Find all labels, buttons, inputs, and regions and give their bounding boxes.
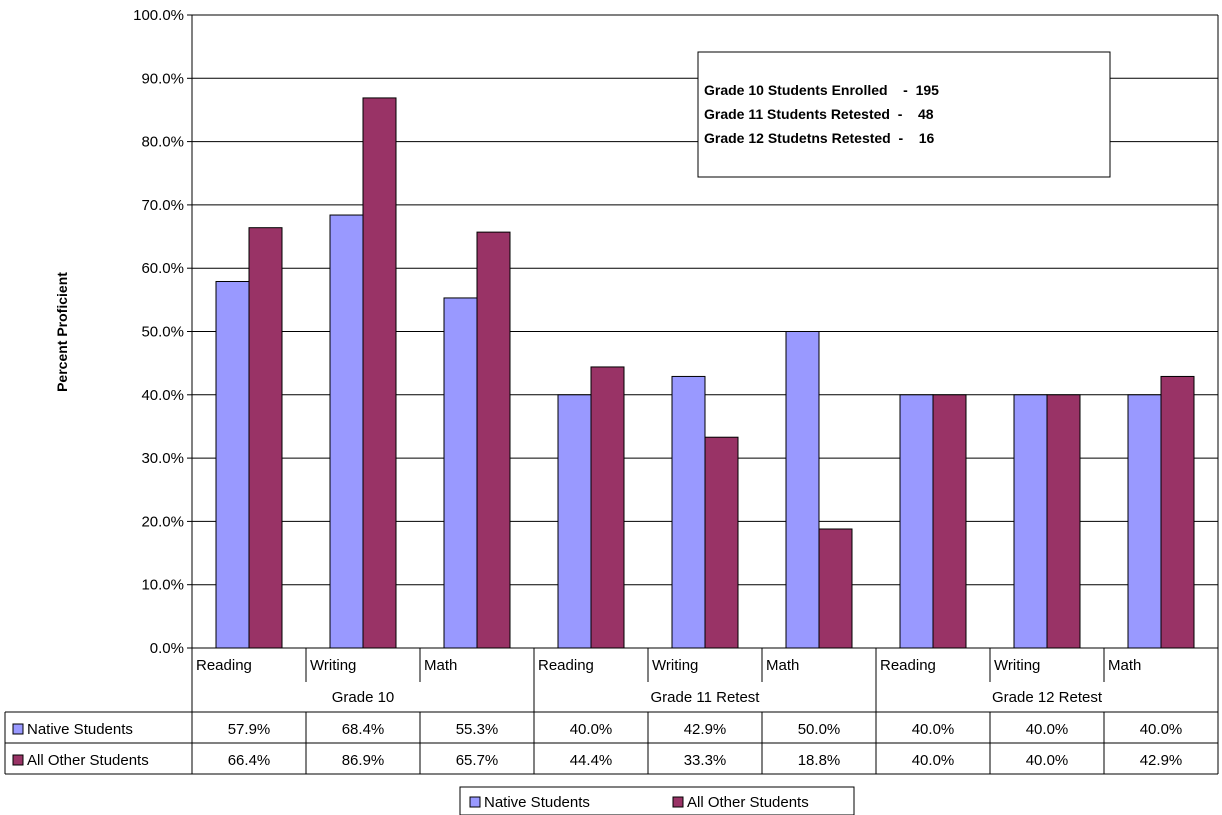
bar-native <box>443 297 478 649</box>
y-tick-label: 90.0% <box>141 70 184 87</box>
group-label: Grade 12 Retest <box>992 689 1103 706</box>
legend-label-other: All Other Students <box>687 794 809 811</box>
bar-native <box>215 280 250 649</box>
bar-native <box>329 214 364 649</box>
data-label: 65.7% <box>456 752 499 769</box>
data-label: 68.4% <box>342 721 385 738</box>
row-swatch <box>12 723 24 735</box>
y-tick-label: 70.0% <box>141 197 184 214</box>
y-tick-label: 40.0% <box>141 387 184 404</box>
y-tick-label: 50.0% <box>141 324 184 341</box>
y-tick-labels: 0.0% 10.0% 20.0% 30.0% 40.0% 50.0% 60.0% 70.0% 8… <box>133 7 184 657</box>
bar-other <box>476 231 511 649</box>
data-label: 18.8% <box>798 752 841 769</box>
bar-other <box>1046 394 1081 649</box>
y-tick-label: 20.0% <box>141 513 184 530</box>
data-label: 55.3% <box>456 721 499 738</box>
bar-other <box>932 394 967 649</box>
y-tick-label: 10.0% <box>141 577 184 594</box>
bar-other <box>1160 375 1195 649</box>
data-label: 40.0% <box>1140 721 1183 738</box>
bars <box>215 97 1195 649</box>
bar-native <box>557 394 592 649</box>
y-axis-label: Percent Proficient <box>54 272 70 392</box>
annotation-line: Grade 10 Students Enrolled - 195 <box>704 82 939 98</box>
data-label: 42.9% <box>1140 752 1183 769</box>
bar-native <box>671 375 706 649</box>
legend-swatch-other <box>672 796 684 808</box>
data-label: 66.4% <box>228 752 271 769</box>
x-tick-label: Math <box>766 657 799 674</box>
data-label: 40.0% <box>912 721 955 738</box>
y-tick-label: 60.0% <box>141 260 184 277</box>
data-label: 33.3% <box>684 752 727 769</box>
annotation-box: Grade 10 Students Enrolled - 195 Grade 1… <box>697 51 1111 178</box>
x-tick-label: Math <box>424 657 457 674</box>
row-swatch <box>12 754 24 766</box>
group-label: Grade 11 Retest <box>651 689 761 706</box>
bar-other <box>248 227 283 649</box>
bar-other <box>818 528 853 649</box>
y-tick-label: 100.0% <box>133 7 184 24</box>
data-label: 57.9% <box>228 721 271 738</box>
axes <box>191 14 1219 649</box>
bar-other <box>362 97 397 649</box>
data-label: 40.0% <box>1026 721 1069 738</box>
group-label: Grade 10 <box>332 689 395 706</box>
x-tick-label: Writing <box>310 657 356 674</box>
bar-native <box>899 394 934 649</box>
row-header: All Other Students <box>27 752 149 769</box>
data-table: Reading 57.9% 66.4% Writing 68.4% 86.9% Math 55… <box>4 648 1219 775</box>
x-tick-label: Writing <box>652 657 698 674</box>
legend-label-native: Native Students <box>484 794 590 811</box>
data-label: 40.0% <box>912 752 955 769</box>
data-label: 44.4% <box>570 752 613 769</box>
x-tick-label: Reading <box>196 657 252 674</box>
y-tick-label: 30.0% <box>141 450 184 467</box>
bar-other <box>590 366 625 649</box>
x-tick-label: Writing <box>994 657 1040 674</box>
data-label: 50.0% <box>798 721 841 738</box>
bar-native <box>1013 394 1048 649</box>
bar-other <box>704 436 739 649</box>
data-label: 42.9% <box>684 721 727 738</box>
y-tick-label: 80.0% <box>141 134 184 151</box>
row-header: Native Students <box>27 721 133 738</box>
x-tick-label: Math <box>1108 657 1141 674</box>
legend: Native Students All Other Students <box>459 786 855 815</box>
bar-native <box>785 331 820 649</box>
data-label: 86.9% <box>342 752 385 769</box>
annotation-line: Grade 12 Studetns Retested - 16 <box>704 130 935 146</box>
bar-native <box>1127 394 1162 649</box>
x-tick-label: Reading <box>880 657 936 674</box>
data-label: 40.0% <box>570 721 613 738</box>
data-label: 40.0% <box>1026 752 1069 769</box>
annotation-line: Grade 11 Students Retested - 48 <box>704 106 934 122</box>
legend-swatch-native <box>469 796 481 808</box>
y-tick-label: 0.0% <box>150 640 184 657</box>
x-tick-label: Reading <box>538 657 594 674</box>
